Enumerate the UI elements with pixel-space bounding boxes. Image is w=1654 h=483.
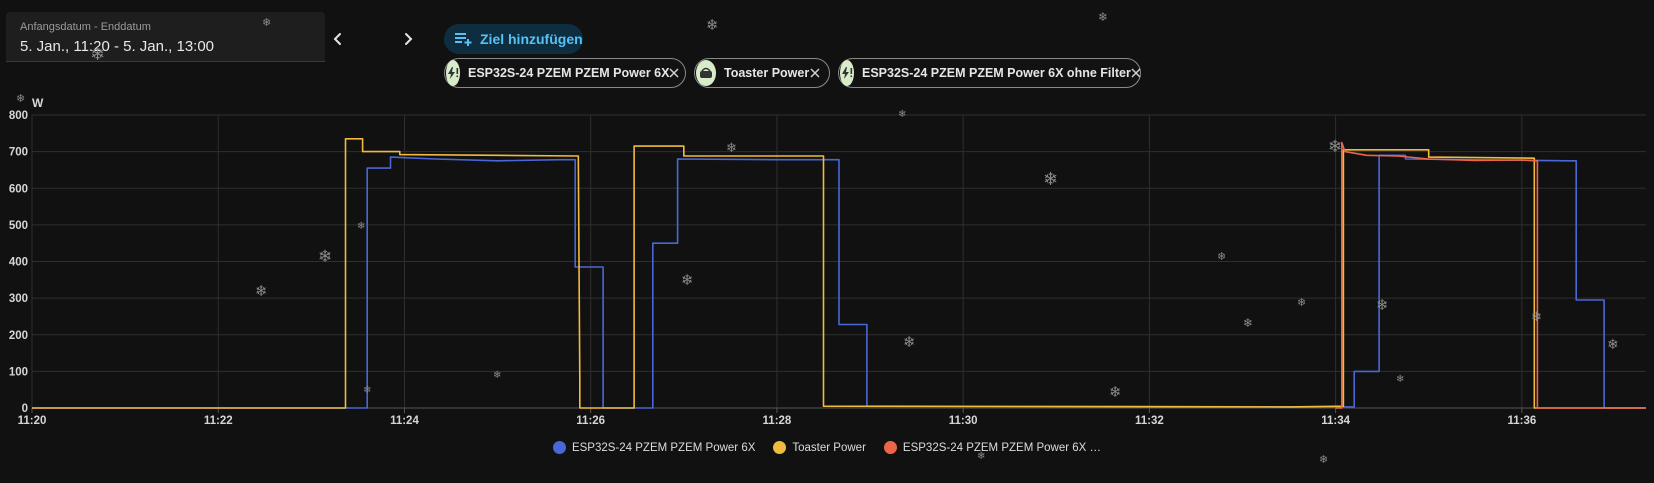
y-tick-label: 800 (9, 110, 28, 122)
snowflake-icon: ❄ (1217, 250, 1227, 263)
next-period-button[interactable] (393, 24, 423, 54)
chart-legend: ESP32S-24 PZEM PZEM Power 6X Toaster Pow… (0, 441, 1654, 454)
chip-label: ESP32S-24 PZEM PZEM Power 6X ohne Filter (862, 66, 1131, 80)
series-line-toaster-power (32, 138, 1646, 409)
x-tick-label: 11:34 (1321, 415, 1350, 427)
y-tick-label: 700 (9, 147, 28, 159)
y-tick-label: 400 (9, 257, 28, 269)
snowflake-icon: ❄ (706, 16, 719, 34)
snowflake-icon: ❄ (1607, 337, 1619, 353)
snowflake-icon: ❄ (262, 16, 272, 29)
x-tick-label: 11:22 (204, 415, 233, 427)
legend-label: Toaster Power (792, 441, 866, 454)
x-tick-label: 11:36 (1507, 415, 1536, 427)
chip-esp32-power-unfiltered[interactable]: ESP32S-24 PZEM PZEM Power 6X ohne Filter (838, 58, 1141, 88)
toaster-icon (696, 60, 716, 86)
y-tick-label: 500 (9, 220, 28, 232)
x-tick-label: 11:24 (390, 415, 419, 427)
snowflake-icon: ❄ (90, 44, 106, 65)
date-range-picker[interactable]: Anfangsdatum - Enddatum 5. Jan., 11:20 -… (6, 12, 325, 62)
legend-label: ESP32S-24 PZEM PZEM Power 6X (571, 441, 756, 454)
flash-alert-icon (446, 60, 460, 86)
add-target-button[interactable]: Ziel hinzufügen (444, 24, 583, 54)
y-tick-label: 100 (9, 366, 28, 378)
snowflake-icon: ❄ (255, 282, 268, 300)
snowflake-icon: ❄ (1319, 453, 1329, 466)
snowflake-icon: ❄ (1328, 137, 1343, 157)
snowflake-icon: ❄ (1297, 296, 1307, 309)
series-line-esp32-power (32, 154, 1646, 409)
series-line-esp32-power-unfiltered (1335, 141, 1646, 409)
snowflake-icon: ❄ (16, 92, 26, 105)
snowflake-icon: ❄ (357, 221, 366, 232)
close-icon[interactable] (809, 66, 820, 80)
x-tick-label: 11:30 (949, 415, 978, 427)
chevron-right-icon (405, 33, 413, 45)
snowflake-icon: ❄ (681, 271, 694, 289)
close-icon[interactable] (669, 66, 679, 80)
x-tick-label: 11:20 (18, 415, 47, 427)
legend-color-dot (552, 441, 566, 454)
legend-item-esp32-power-unfiltered[interactable]: ESP32S-24 PZEM PZEM Power 6X … (883, 441, 1102, 454)
snowflake-icon: ❄ (1376, 296, 1389, 314)
y-tick-label: 600 (9, 183, 28, 195)
playlist-plus-icon (455, 33, 472, 46)
snowflake-icon: ❄ (1109, 383, 1122, 401)
snowflake-icon: ❄ (1043, 169, 1059, 190)
snowflake-icon: ❄ (1243, 316, 1254, 330)
previous-period-button[interactable] (323, 24, 353, 54)
y-tick-label: 200 (9, 330, 28, 342)
snowflake-icon: ❄ (726, 141, 737, 156)
snowflake-icon: ❄ (903, 333, 916, 351)
chip-label: Toaster Power (724, 66, 810, 80)
date-range-value: 5. Jan., 11:20 - 5. Jan., 13:00 (20, 38, 215, 55)
x-tick-label: 11:28 (763, 415, 792, 427)
x-tick-label: 11:32 (1135, 415, 1164, 427)
snowflake-icon: ❄ (898, 109, 907, 120)
snowflake-icon: ❄ (363, 385, 372, 396)
snowflake-icon: ❄ (318, 247, 333, 267)
date-range-label: Anfangsdatum - Enddatum (20, 21, 151, 33)
legend-item-esp32-power[interactable]: ESP32S-24 PZEM PZEM Power 6X (552, 441, 756, 454)
chip-toaster-power[interactable]: Toaster Power (694, 58, 830, 88)
flash-alert-icon (840, 60, 854, 86)
x-tick-label: 11:26 (576, 415, 605, 427)
snowflake-icon: ❄ (1396, 374, 1405, 385)
chevron-left-icon (333, 33, 341, 45)
y-tick-label: 300 (9, 293, 28, 305)
chip-esp32-power[interactable]: ESP32S-24 PZEM PZEM Power 6X (444, 58, 686, 88)
legend-item-toaster-power[interactable]: Toaster Power (773, 441, 866, 454)
snowflake-icon: ❄ (977, 451, 986, 462)
chip-label: ESP32S-24 PZEM PZEM Power 6X (468, 66, 670, 80)
y-tick-label: 0 (22, 403, 28, 415)
legend-label: ESP32S-24 PZEM PZEM Power 6X … (902, 441, 1102, 454)
legend-color-dot (773, 441, 787, 454)
add-target-label: Ziel hinzufügen (480, 31, 583, 47)
snowflake-icon: ❄ (1098, 10, 1109, 24)
close-icon[interactable] (1131, 66, 1141, 80)
snowflake-icon: ❄ (493, 370, 502, 381)
legend-color-dot (883, 441, 897, 454)
snowflake-icon: ❄ (1531, 310, 1542, 325)
y-axis-unit: W (32, 96, 44, 110)
